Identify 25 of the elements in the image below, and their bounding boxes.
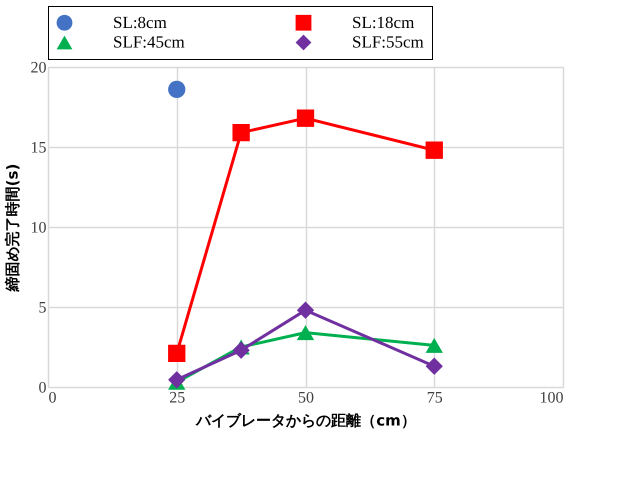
point <box>296 110 314 127</box>
legend-label: SLF:45cm <box>113 32 185 52</box>
x-tick-label: 75 <box>426 390 443 406</box>
point <box>168 344 186 362</box>
y-tick-label: 10 <box>30 220 46 236</box>
point <box>426 338 443 353</box>
y-tick-label: 5 <box>38 300 46 316</box>
x-tick-label: 50 <box>298 390 314 406</box>
y-axis-title: 締固め完了時間(s) <box>4 164 22 292</box>
legend-label: SLF:55cm <box>352 32 424 52</box>
point <box>296 302 314 319</box>
point <box>426 358 443 375</box>
point <box>232 124 250 142</box>
x-tick-label: 100 <box>540 390 564 406</box>
legend-label: SL:8cm <box>113 12 167 32</box>
x-tick-label: 25 <box>169 390 186 406</box>
point <box>168 80 186 98</box>
y-tick-label: 15 <box>30 140 46 156</box>
point <box>296 325 314 340</box>
legend-label: SL:18cm <box>352 12 414 32</box>
y-tick-label: 20 <box>30 60 46 76</box>
point <box>426 142 443 159</box>
point <box>168 371 186 388</box>
point <box>232 342 250 359</box>
x-axis-title: バイブレータからの距離（cm） <box>195 412 416 430</box>
